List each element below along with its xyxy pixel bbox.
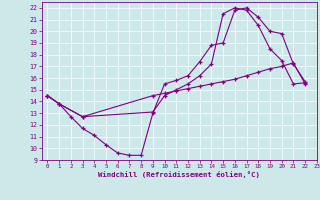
X-axis label: Windchill (Refroidissement éolien,°C): Windchill (Refroidissement éolien,°C) <box>98 171 260 178</box>
